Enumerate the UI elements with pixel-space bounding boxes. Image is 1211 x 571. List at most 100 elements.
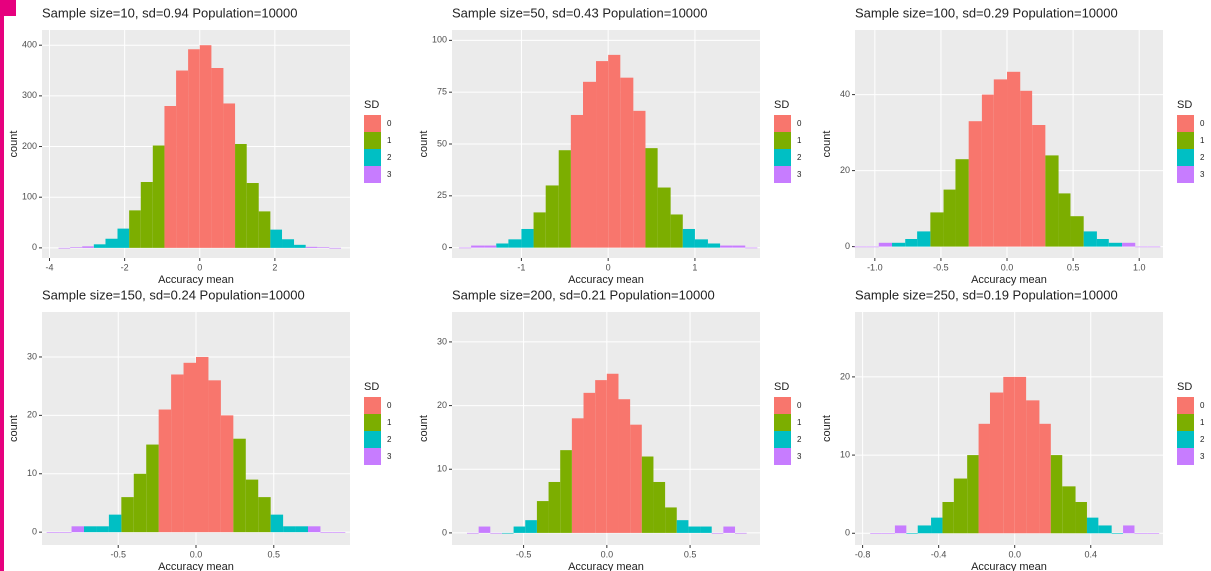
histogram-bar [176,70,189,248]
y-tick-label: 30 [27,351,37,361]
histogram-bar [881,533,895,534]
histogram-bar [183,362,196,533]
x-tick-label: 0 [606,262,611,272]
legend-key [364,132,381,149]
histogram-bar [1050,455,1063,534]
histogram-bar [501,532,514,534]
legend-key [774,397,791,414]
histogram-bar [466,532,479,534]
x-tick-label: 1.0 [1133,262,1146,272]
legend-title: SD [1177,99,1192,111]
legend-key [1177,397,1194,414]
histogram-bar [1096,239,1109,247]
y-tick-label: 10 [27,468,37,478]
histogram-bar [676,520,689,533]
y-tick-label: 0 [32,527,37,537]
y-tick-label: 20 [437,400,447,410]
legend-label: 1 [797,136,802,145]
histogram-bar [211,68,224,248]
histogram-bar [458,247,472,249]
legend-key [364,115,381,132]
histogram-bar [735,532,747,534]
legend-key [1177,414,1194,431]
y-tick-label: 20 [27,410,37,420]
x-tick-label: -0.5 [933,262,949,272]
histogram-bar [570,114,584,248]
legend-key [364,149,381,166]
histogram-bar [1123,525,1135,534]
histogram-bar [59,532,72,533]
legend-label: 0 [387,119,392,128]
y-tick-label: 0 [845,528,850,538]
y-tick-label: 30 [437,336,447,346]
histogram-bar [270,514,284,533]
histogram-bar [305,246,318,248]
histogram-bar [548,481,561,533]
histogram-bar [1070,216,1084,247]
y-axis-title: count [821,131,833,158]
legend-label: 2 [387,435,392,444]
y-axis-title: count [821,415,833,442]
legend-key [774,414,791,431]
histogram-bar [1075,501,1087,534]
y-tick-label: 40 [840,89,850,99]
histogram-bar [633,110,646,248]
x-tick-label: -0.5 [110,549,126,559]
edge-bar [0,0,4,571]
histogram-bar [943,189,956,247]
y-tick-label: 10 [437,464,447,474]
legend-key [1177,431,1194,448]
x-axis-title: Accuracy mean [568,274,644,286]
histogram-bar [720,245,733,248]
histogram-bar [1003,376,1015,534]
y-tick-label: 0 [845,241,850,251]
y-tick-label: 20 [840,371,850,381]
histogram-bar [332,532,346,533]
y-tick-label: 400 [22,40,37,50]
x-axis-title: Accuracy mean [158,561,234,571]
histogram-bar [732,245,746,248]
histogram-bar [866,246,879,248]
y-tick-label: 300 [22,90,37,100]
legend-key [364,448,381,465]
histogram-bar [533,212,546,248]
histogram-bar [233,438,246,533]
chart-title: Sample size=250, sd=0.19 Population=1000… [855,287,1118,302]
histogram-bar [641,456,654,533]
histogram-bar [645,148,658,248]
histogram-bar [220,415,234,533]
histogram-bar [196,356,209,533]
legend-key [1177,448,1194,465]
histogram-bar [1086,517,1099,534]
histogram-bar [1135,246,1148,248]
histogram-bar [931,517,943,534]
histogram-bar [670,214,683,248]
histogram-bar [82,246,94,248]
histogram-bar [329,247,341,249]
histogram-bar [967,455,979,534]
histogram-bar [152,145,165,248]
histogram-bar [283,526,296,533]
histogram-bar [164,106,177,248]
legend-key [774,448,791,465]
histogram-bar [199,45,212,248]
histogram-bar [723,526,736,533]
legend-title: SD [1177,381,1192,393]
histogram-bar [308,526,321,533]
legend-key [774,149,791,166]
histogram-bar [968,121,982,247]
histogram-bar [955,159,969,247]
legend-label: 1 [1200,136,1205,145]
legend-key [364,397,381,414]
x-tick-label: -4 [46,262,54,272]
histogram-bar [270,229,283,248]
legend-label: 1 [387,418,392,427]
y-axis-title: count [8,415,20,442]
histogram-bar [282,239,295,248]
histogram-bar [508,239,522,248]
histogram-bar [993,79,1008,247]
legend-label: 3 [797,170,802,179]
histogram-bar [171,374,184,533]
histogram-bar [258,497,271,533]
legend-key [1177,132,1194,149]
